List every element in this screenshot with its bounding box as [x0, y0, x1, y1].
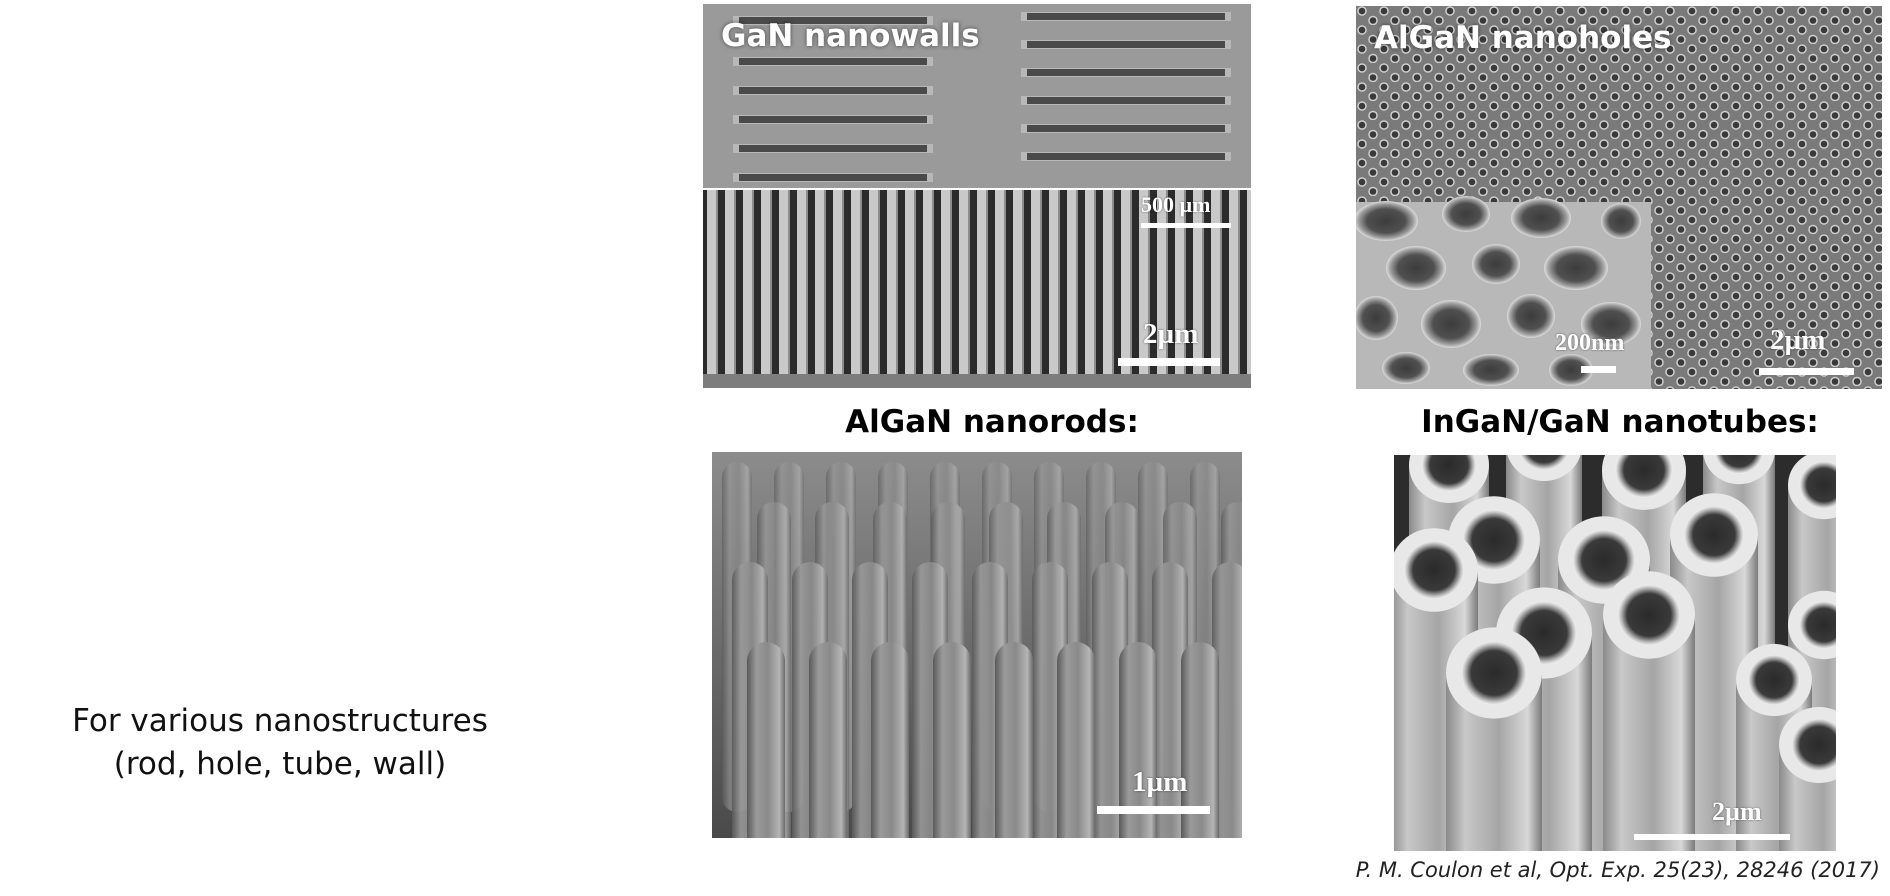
nanowalls-overview-svg	[703, 4, 1251, 188]
nanoholes-scale-main-label: 2µm	[1770, 324, 1826, 356]
nanoholes-scale-main-bar	[1759, 368, 1854, 375]
nanoholes-scale-inset-label: 200nm	[1555, 330, 1625, 356]
citation: P. M. Coulon et al, Opt. Exp. 25(23), 28…	[1355, 858, 1880, 882]
nanoholes-scale-inset-bar	[1581, 366, 1616, 373]
nanotubes-scale-bar	[1634, 834, 1790, 840]
nanotubes-image: 2µm	[1394, 455, 1836, 851]
nanorods-image: 1µm	[712, 452, 1242, 838]
nanorods-scale-label: 1µm	[1132, 766, 1188, 798]
side-caption: For various nanostructures (rod, hole, t…	[40, 700, 520, 786]
nanoholes-title: AlGaN nanoholes	[1374, 20, 1672, 56]
nanoholes-image: AlGaN nanoholes 200nm 2µm	[1356, 6, 1882, 389]
nanowalls-overview-image: GaN nanowalls	[703, 4, 1251, 188]
nanotubes-svg	[1394, 455, 1836, 851]
nanowall-lines	[703, 190, 1251, 388]
nanowall-stripes-left	[733, 16, 933, 182]
side-caption-line-2: (rod, hole, tube, wall)	[113, 746, 447, 782]
nanotubes-heading: InGaN/GaN nanotubes:	[1421, 404, 1819, 440]
nanoholes-svg	[1356, 6, 1882, 389]
side-caption-line-1: For various nanostructures	[72, 703, 488, 739]
nanorod-array	[722, 462, 1242, 838]
nanowalls-scale-small-label: 500 µm	[1141, 192, 1211, 217]
nanotube-array	[1394, 455, 1836, 851]
nanowalls-detail-image: 500 µm 2µm	[703, 190, 1251, 388]
nanowall-stripes-right	[1021, 12, 1231, 161]
nanowalls-title: GaN nanowalls	[721, 18, 980, 54]
nanorods-svg	[712, 452, 1242, 838]
nanoholes-inset	[1356, 196, 1651, 389]
nanowalls-scale-large-label: 2µm	[1143, 318, 1199, 350]
nanowalls-scale-large-bar	[1118, 358, 1220, 366]
nanorods-heading: AlGaN nanorods:	[845, 404, 1139, 440]
nanotubes-scale-label: 2µm	[1712, 797, 1762, 826]
nanowalls-scale-small-bar	[1141, 223, 1231, 228]
nanorods-scale-bar	[1097, 806, 1210, 814]
